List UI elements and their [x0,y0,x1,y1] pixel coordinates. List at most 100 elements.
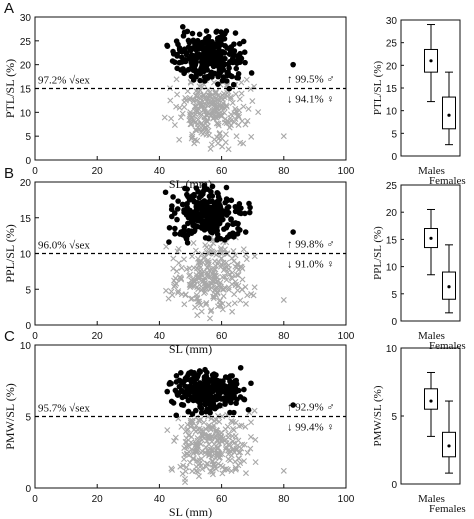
female-point [205,433,212,440]
female-point [211,94,218,101]
female-point [243,76,250,83]
female-point [217,283,224,290]
box-y-tick-label: 25 [386,39,398,50]
male-point [173,379,180,385]
male-point [187,47,194,54]
female-point [180,462,187,469]
female-point [208,281,215,288]
female-point [188,120,195,127]
female-point [214,290,221,297]
female-point [183,266,190,273]
female-point [239,276,246,283]
female-point [189,253,196,260]
female-point [194,468,201,475]
male-point [196,31,203,38]
female-point [238,79,245,86]
female-point [211,250,218,257]
category-label: Males [418,165,445,177]
male-point [216,390,223,396]
box-y-tick-label: 0 [391,480,397,491]
female-point [242,423,249,430]
female-point [170,265,177,272]
male-accuracy-label: ↑ 99.5% ♂ [287,74,335,86]
x-tick-label: 100 [338,494,355,505]
box-y-axis-title: PTL/SL (%) [372,61,384,116]
female-point [194,312,201,319]
male-point [189,411,196,417]
male-point [201,380,208,387]
male-point [201,374,208,380]
female-point [203,299,210,306]
female-points [163,234,287,322]
male-point [226,65,232,71]
male-point [203,400,210,407]
female-point [204,433,211,440]
male-point [170,400,177,406]
y-tick-label: 0 [25,321,31,332]
male-point [211,43,218,50]
female-point [224,466,231,473]
female-point [193,265,200,272]
female-point [178,423,185,430]
male-point [213,221,220,227]
male-accuracy-label: ↑ 92.9% ♂ [287,402,335,414]
y-tick-label: 5 [25,285,31,296]
female-point [164,427,171,434]
male-point [216,48,223,54]
female-point [225,301,232,308]
female-point [252,436,259,443]
female-point [223,276,230,283]
female-point [187,439,194,446]
y-tick-label: 10 [20,250,32,261]
female-point [169,466,176,473]
female-point [201,114,208,121]
female-point [242,121,249,128]
female-point [186,459,193,466]
female-point [215,439,222,446]
male-point [203,28,210,34]
male-point [246,200,252,207]
female-point [206,315,213,322]
female-point [194,435,201,442]
male-point [185,227,192,234]
male-point [231,220,238,227]
female-point [190,240,197,247]
female-point [161,114,168,121]
male-point [204,219,211,226]
box-y-axis-title: PMW/SL (%) [372,385,384,446]
panel-label: C [4,328,15,345]
male-point [190,222,196,229]
female-point [216,431,223,438]
female-point [242,300,249,307]
female-point [280,133,287,140]
male-point [203,65,210,72]
y-tick-label: 0 [25,484,31,495]
y-tick-label: 20 [20,61,32,72]
male-point [178,370,184,376]
box-y-tick-label: 25 [386,181,398,192]
male-point [170,48,176,55]
female-point [238,90,245,97]
male-point [178,401,185,408]
female-point [195,255,201,262]
female-point [214,261,221,268]
male-point [217,67,223,74]
female-point [239,441,246,448]
female-point [214,451,221,458]
box-y-tick-label: 10 [386,344,398,355]
female-point [244,292,251,299]
female-point [198,308,205,315]
female-point [248,291,255,298]
male-points [162,182,296,246]
male-point [172,59,178,66]
female-point [187,271,194,278]
male-point [237,59,243,66]
male-point [193,203,200,210]
male-point [228,386,234,392]
y-tick-label: 20 [20,178,32,189]
box-y-tick-label: 15 [386,235,398,246]
male-point [208,394,215,400]
female-point [172,275,179,282]
box-males [424,371,438,437]
female-point [232,419,239,426]
